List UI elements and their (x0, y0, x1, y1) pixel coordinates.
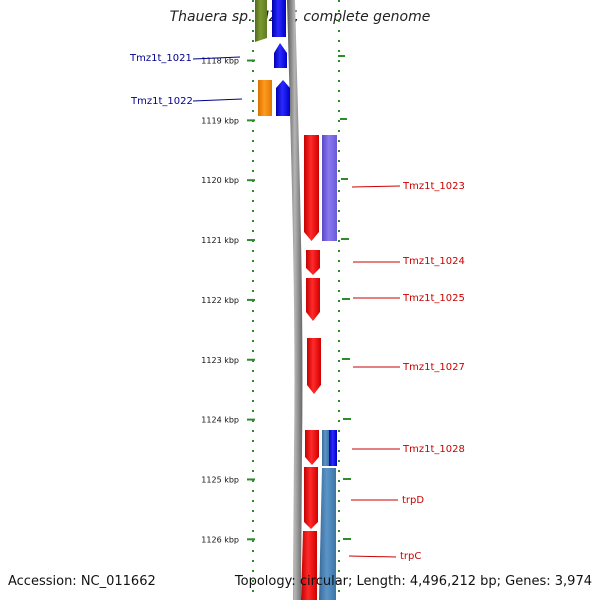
label-connectors (192, 56, 401, 558)
scale-tick-1124 (247, 418, 255, 421)
scale-tick-1119 (247, 119, 255, 122)
gene-features (255, 0, 337, 600)
scale-label-1123: 1123 kbp (201, 356, 239, 365)
scale-label-1118: 1118 kbp (201, 57, 239, 66)
scale-tick-1121 (247, 239, 255, 242)
label-tmz1t-1021[interactable]: Tmz1t_1021 (129, 53, 192, 64)
gene-tmz1t-1022-blue[interactable] (276, 80, 290, 116)
scale-label-1121: 1121 kbp (201, 236, 239, 245)
label-trpc[interactable]: trpC (400, 551, 421, 562)
scale-label-1126: 1126 kbp (201, 535, 239, 544)
gene-tmz1t-1021[interactable] (274, 43, 287, 68)
gene-trpd[interactable] (304, 467, 318, 529)
scale-tick-1118 (247, 59, 255, 62)
topology-text: Topology: circular; Length: 4,496,212 bp… (234, 574, 592, 589)
scale-tick-1123 (247, 358, 255, 361)
scale-tick-1125 (247, 478, 255, 481)
gene-tmz1t-1025[interactable] (306, 278, 320, 321)
scale-tick-1120 (247, 179, 255, 182)
gene-trpd-steel[interactable] (319, 468, 336, 600)
scale-label-1125: 1125 kbp (201, 475, 239, 484)
gene-tmz1t-1023[interactable] (304, 135, 319, 241)
chromosome-backbone (287, 0, 303, 600)
label-tmz1t-1024[interactable]: Tmz1t_1024 (402, 256, 465, 267)
scale-label-1124: 1124 kbp (201, 416, 239, 425)
scale-label-1119: 1119 kbp (201, 116, 239, 125)
gene-olive-top[interactable] (255, 0, 267, 42)
gene-blue-top[interactable] (272, 0, 286, 37)
gene-tmz1t-1022-orange[interactable] (258, 80, 272, 116)
label-tmz1t-1023[interactable]: Tmz1t_1023 (402, 181, 465, 192)
gene-tmz1t-1028[interactable] (305, 430, 319, 465)
label-tmz1t-1025[interactable]: Tmz1t_1025 (402, 293, 465, 304)
gene-tmz1t-1023-purple[interactable] (322, 135, 337, 241)
kbp-scale: 1118 kbp 1119 kbp 1120 kbp 1121 kbp 1122 kbp… (201, 57, 255, 544)
label-tmz1t-1028[interactable]: Tmz1t_1028 (402, 444, 465, 455)
label-trpd[interactable]: trpD (402, 495, 424, 506)
right-scale-dashes (338, 55, 351, 540)
gene-trpc[interactable] (301, 531, 317, 600)
accession-text: Accession: NC_011662 (8, 574, 156, 589)
scale-label-1120: 1120 kbp (201, 176, 239, 185)
gene-tmz1t-1028-blue[interactable] (329, 430, 337, 466)
label-tmz1t-1022[interactable]: Tmz1t_1022 (130, 96, 193, 107)
gene-tmz1t-1027[interactable] (307, 338, 321, 394)
scale-tick-1122 (247, 298, 255, 301)
gene-tmz1t-1024[interactable] (306, 250, 320, 275)
scale-tick-1126 (247, 538, 255, 541)
map-title: Thauera sp. MZ1T, complete genome (169, 9, 431, 25)
gene-labels: Tmz1t_1021 Tmz1t_1022 Tmz1t_1023 Tmz1t_1… (129, 53, 465, 562)
gene-tmz1t-1028-steel[interactable] (322, 430, 329, 466)
scale-label-1122: 1122 kbp (201, 296, 239, 305)
label-tmz1t-1027[interactable]: Tmz1t_1027 (402, 362, 465, 373)
